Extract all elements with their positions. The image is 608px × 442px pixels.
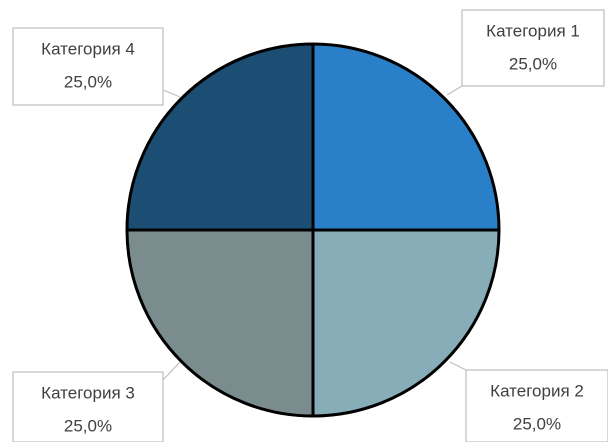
label-box bbox=[12, 371, 164, 442]
value-label: 25,0% bbox=[64, 72, 112, 91]
leader-line bbox=[162, 361, 181, 381]
category-label: Категория 2 bbox=[490, 381, 584, 400]
value-label: 25,0% bbox=[64, 416, 112, 435]
pie-slice bbox=[311, 228, 501, 418]
category-label: Категория 4 bbox=[41, 39, 135, 58]
label-box bbox=[465, 369, 608, 442]
value-label: 25,0% bbox=[509, 54, 557, 73]
pie-slice bbox=[125, 228, 315, 418]
pie-slice bbox=[125, 42, 315, 232]
category-label: Категория 1 bbox=[486, 21, 580, 40]
pie-slice bbox=[311, 42, 501, 232]
leader-line bbox=[162, 89, 181, 98]
label-box bbox=[12, 27, 164, 106]
leader-line bbox=[446, 85, 463, 96]
leader-line bbox=[449, 361, 467, 371]
category-label: Категория 3 bbox=[41, 383, 135, 402]
value-label: 25,0% bbox=[513, 414, 561, 433]
label-box bbox=[461, 9, 605, 87]
